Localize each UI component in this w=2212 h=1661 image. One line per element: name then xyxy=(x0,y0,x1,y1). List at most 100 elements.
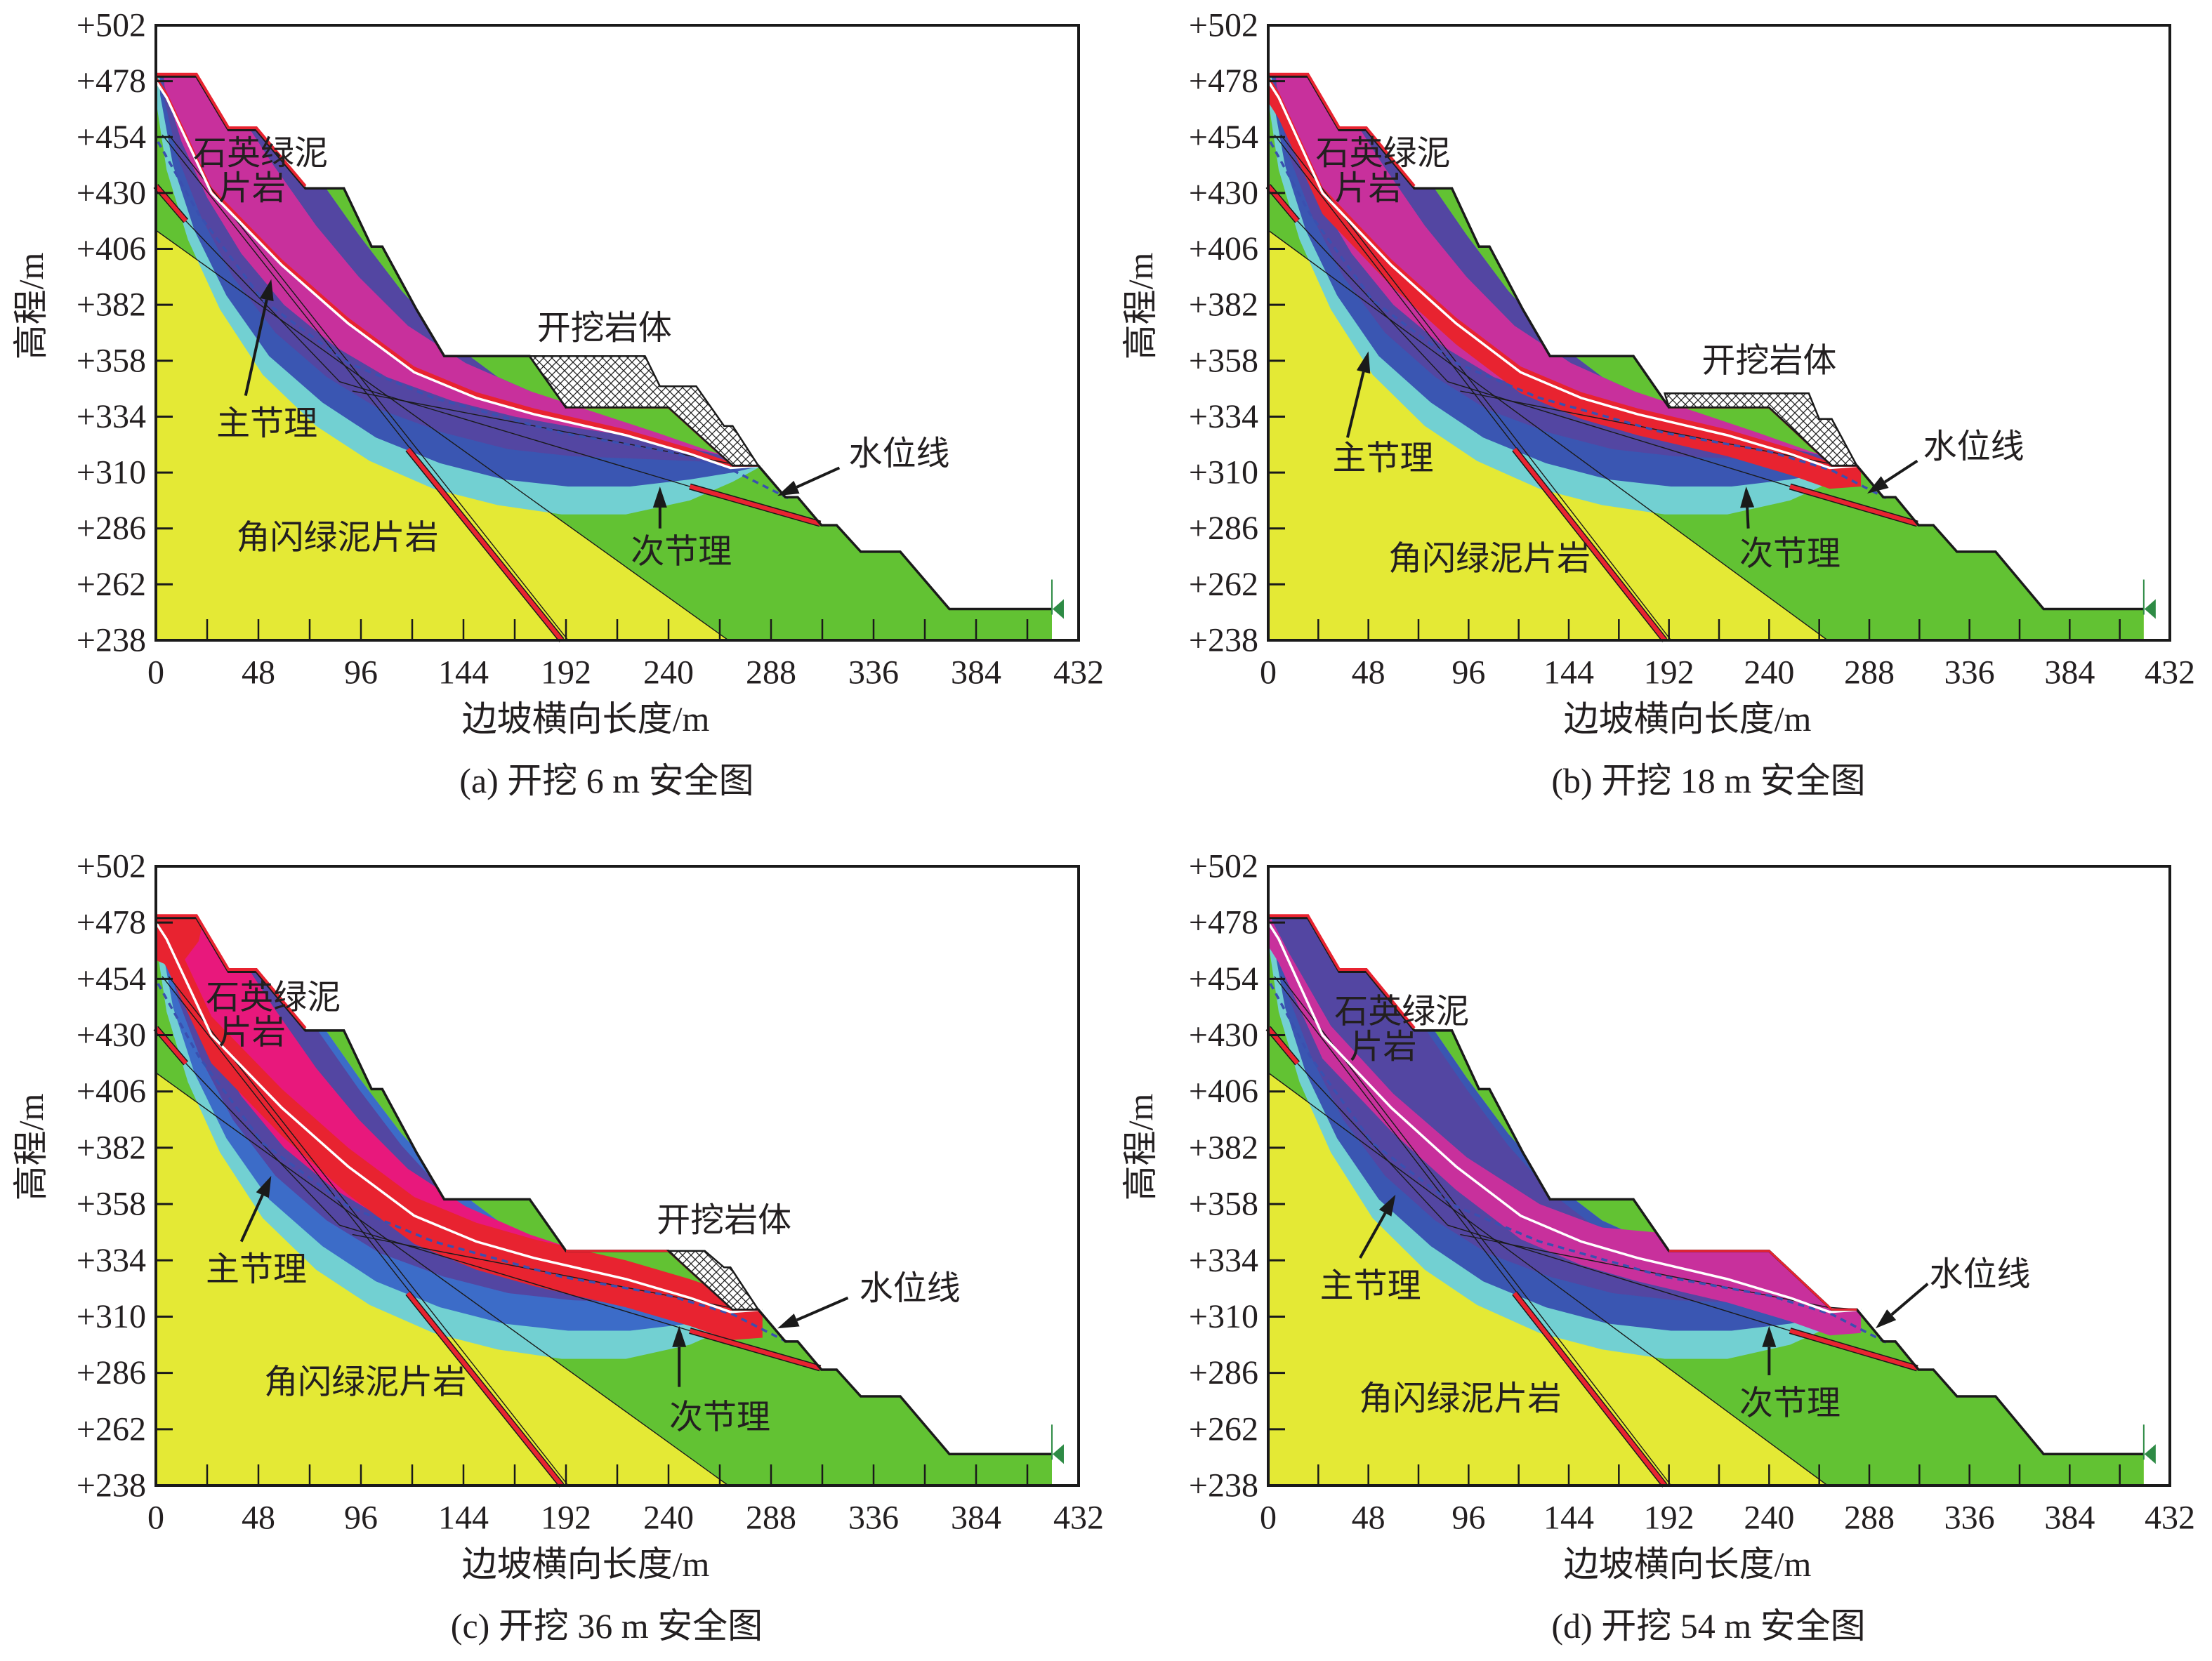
water-level-line xyxy=(157,983,789,1344)
y-tick-label: +478 xyxy=(77,62,146,100)
x-tick-label: 240 xyxy=(643,654,694,691)
rock-boundary-line xyxy=(1268,230,1829,641)
arrow-head-icon xyxy=(1867,476,1889,494)
x-tick-label: 288 xyxy=(746,654,796,691)
y-tick-label: +334 xyxy=(77,398,146,435)
purple-zone xyxy=(1268,918,1862,1322)
excavated-rock-hatch xyxy=(1664,392,1859,467)
label-upper-rock-line1: 石英绿泥 xyxy=(193,135,328,172)
red-joint-band xyxy=(154,185,187,223)
x-tick-label: 192 xyxy=(1644,654,1694,691)
x-tick-label: 384 xyxy=(951,1500,1001,1537)
joint-line xyxy=(1297,220,1449,383)
rock-boundary-line xyxy=(1268,1072,1829,1486)
y-tick-label: +286 xyxy=(1189,510,1258,547)
arrow-head-icon xyxy=(652,487,667,508)
arrow-head-icon xyxy=(1356,351,1371,374)
lower-rock-zone xyxy=(1268,77,2144,640)
lower-rock-zone xyxy=(156,77,1052,640)
x-tick-label: 384 xyxy=(2044,654,2095,691)
label-lower-rock: 角闪绿泥片岩 xyxy=(264,1364,466,1401)
y-tick-label: +406 xyxy=(1189,1073,1258,1110)
label-main-joint: 主节理 xyxy=(1332,440,1433,477)
excavated-rock-hatch xyxy=(527,355,761,467)
x-tick-label: 336 xyxy=(1944,654,1995,691)
y-tick-label: +430 xyxy=(77,1017,146,1054)
arrow-head-icon xyxy=(1762,1325,1777,1347)
slip-surface-line xyxy=(1267,922,1862,1313)
x-axis-title: 边坡横向长度/m xyxy=(1564,1544,1812,1584)
lower-rock-zone xyxy=(156,918,1052,1485)
x-tick-label: 48 xyxy=(242,1500,275,1537)
y-tick-label: +286 xyxy=(77,510,146,547)
arrow-head-icon xyxy=(672,1325,687,1347)
label-water-line: 水位线 xyxy=(848,435,949,472)
label-lower-rock: 角闪绿泥片岩 xyxy=(1388,540,1591,577)
slip-surface-line xyxy=(154,80,763,470)
x-tick-label: 48 xyxy=(1352,654,1385,691)
x-axis-title: 边坡横向长度/m xyxy=(462,1544,710,1584)
y-tick-label: +238 xyxy=(1189,1467,1258,1504)
surface-red-edge xyxy=(1268,914,1416,1029)
purple-zone xyxy=(156,918,763,1322)
x-tick-label: 384 xyxy=(951,654,1001,691)
red-joint-band xyxy=(154,1026,187,1065)
label-excavated-rock: 开挖岩体 xyxy=(657,1202,791,1239)
red-joint-band xyxy=(1266,1026,1299,1065)
y-tick-label: +334 xyxy=(77,1242,146,1279)
magenta-zone xyxy=(1268,77,1862,466)
y-tick-label: +454 xyxy=(77,119,146,156)
red-joint-band xyxy=(406,448,564,642)
x-tick-label: 192 xyxy=(541,1500,591,1537)
x-tick-label: 240 xyxy=(643,1500,694,1537)
water-line-arrow xyxy=(796,1296,849,1322)
magenta-zone xyxy=(156,77,763,466)
y-tick-label: +310 xyxy=(1189,454,1258,491)
x-tick-label: 0 xyxy=(147,1500,164,1537)
red-zone xyxy=(156,918,763,1340)
x-tick-label: 432 xyxy=(2145,654,2195,691)
label-main-joint: 主节理 xyxy=(206,1251,307,1288)
x-tick-label: 96 xyxy=(344,1500,378,1537)
joint-line xyxy=(339,381,690,487)
label-water-line: 水位线 xyxy=(860,1270,961,1307)
y-axis-title: 高程/m xyxy=(11,1094,51,1201)
arrow-head-icon xyxy=(777,480,800,496)
label-upper-rock-line2: 片岩 xyxy=(218,1014,286,1052)
water-level-line xyxy=(1269,983,1887,1344)
y-tick-label: +406 xyxy=(77,1073,146,1110)
x-tick-label: 192 xyxy=(541,654,591,691)
rock-boundary-line xyxy=(155,230,729,641)
arrow-head-icon xyxy=(260,279,274,302)
y-tick-label: +238 xyxy=(1189,622,1258,659)
water-line-arrow xyxy=(1884,459,1918,484)
y-tick-label: +310 xyxy=(77,454,146,491)
y-tick-label: +478 xyxy=(77,904,146,941)
y-tick-label: +382 xyxy=(77,1129,146,1166)
label-water-line: 水位线 xyxy=(1930,1256,2031,1293)
water-line-arrow xyxy=(796,466,841,489)
surface-red-edge xyxy=(156,914,307,1029)
x-tick-label: 0 xyxy=(1260,1500,1277,1537)
y-tick-label: +334 xyxy=(1189,398,1258,435)
y-tick-label: +382 xyxy=(1189,1129,1258,1166)
label-secondary-joint: 次节理 xyxy=(669,1399,770,1436)
y-tick-label: +310 xyxy=(1189,1298,1258,1335)
panel-caption: (d) 开挖 54 m 安全图 xyxy=(1551,1606,1865,1646)
red-joint-band xyxy=(689,484,821,526)
panel-caption: (b) 开挖 18 m 安全图 xyxy=(1551,761,1865,800)
y-tick-label: +430 xyxy=(77,174,146,211)
surface-red-edge xyxy=(156,72,307,187)
red-joint-band xyxy=(1789,484,1918,526)
boundary-marker-icon xyxy=(1052,599,1064,619)
joint-line xyxy=(1447,1224,1791,1332)
x-tick-label: 288 xyxy=(1844,654,1895,691)
panel-b: +502 +478 +454 +430 +406 +382 +358 +334 +310 +286… xyxy=(1121,7,2195,801)
main-joint-arrow xyxy=(239,1194,264,1243)
y-tick-label: +406 xyxy=(1189,230,1258,267)
x-tick-label: 336 xyxy=(1944,1500,1995,1537)
rock-boundary-line xyxy=(155,1072,729,1486)
x-tick-label: 144 xyxy=(438,1500,489,1537)
y-tick-label: +502 xyxy=(1189,848,1258,885)
secondary-joint-arrow xyxy=(1746,507,1750,529)
